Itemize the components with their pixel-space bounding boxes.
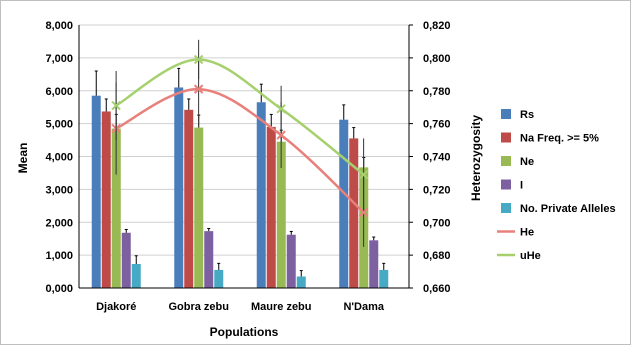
legend-label: He bbox=[520, 227, 534, 239]
legend-swatch bbox=[501, 179, 511, 190]
x-tick-label: N'Dama bbox=[343, 301, 384, 313]
bar bbox=[349, 138, 359, 288]
bar bbox=[266, 126, 276, 288]
y2-tick-label: 0,780 bbox=[423, 86, 451, 98]
axes-layer: 0,000 1,000 2,000 3,000 4,000 5,000 6,000 7,000… bbox=[45, 20, 450, 313]
y2-tick-label: 0,760 bbox=[423, 119, 451, 131]
y-axis-title: Mean bbox=[16, 143, 30, 174]
bar bbox=[131, 264, 141, 288]
legend-swatch bbox=[501, 132, 511, 143]
legend-label: Rs bbox=[520, 109, 534, 121]
bar bbox=[214, 269, 224, 288]
y2-tick-label: 0,820 bbox=[423, 20, 451, 32]
x-axis-title: Populations bbox=[210, 325, 279, 339]
x-tick-label: Maure zebu bbox=[251, 301, 312, 313]
bar bbox=[111, 128, 121, 288]
y2-tick-label: 0,700 bbox=[423, 217, 451, 229]
y-tick-label: 7,000 bbox=[45, 53, 73, 65]
line-marker bbox=[111, 100, 121, 111]
x-tick-label: Djakoré bbox=[96, 301, 136, 313]
bar bbox=[369, 240, 379, 288]
y-tick-label: 5,000 bbox=[45, 119, 73, 131]
bar bbox=[91, 95, 101, 289]
legend-label: I bbox=[520, 180, 523, 192]
y2-axis-title: Heterozygosity bbox=[469, 115, 483, 201]
bar bbox=[101, 111, 111, 289]
line-marker bbox=[193, 54, 204, 65]
line-marker bbox=[276, 104, 286, 114]
legend-swatch bbox=[501, 156, 511, 166]
bar bbox=[121, 232, 131, 288]
legend-swatch bbox=[501, 109, 511, 119]
legend-label: uHe bbox=[520, 250, 541, 262]
legend-swatch bbox=[501, 203, 511, 213]
bar bbox=[286, 234, 296, 288]
line-marker bbox=[358, 207, 369, 218]
bar bbox=[256, 102, 266, 288]
line-marker bbox=[358, 169, 369, 180]
bar bbox=[204, 231, 214, 288]
y2-tick-label: 0,720 bbox=[423, 184, 451, 196]
y-tick-label: 2,000 bbox=[45, 217, 73, 229]
x-tick-label: Gobra zebu bbox=[168, 301, 229, 313]
line-marker bbox=[193, 84, 204, 94]
chart-svg: 0,000 1,000 2,000 3,000 4,000 5,000 6,000 7,000… bbox=[16, 20, 616, 339]
bar bbox=[194, 127, 204, 288]
series-line bbox=[115, 87, 365, 214]
y2-tick-label: 0,740 bbox=[423, 152, 451, 164]
grid-layer bbox=[79, 24, 409, 256]
bar bbox=[276, 141, 286, 288]
y-tick-label: 6,000 bbox=[45, 86, 73, 98]
legend-label: Na Freq. >= 5% bbox=[520, 133, 599, 145]
legend-label: No. Private Alleles bbox=[520, 203, 616, 215]
legend-label: Ne bbox=[520, 156, 534, 168]
y2-tick-label: 0,660 bbox=[423, 283, 451, 295]
y2-tick-label: 0,680 bbox=[423, 250, 451, 262]
bar bbox=[184, 109, 194, 288]
y-tick-label: 4,000 bbox=[45, 152, 73, 164]
legend: Rs Na Freq. >= 5% Ne I No. Private Alleles He… bbox=[497, 109, 616, 262]
bar bbox=[339, 119, 349, 289]
bar bbox=[296, 276, 306, 288]
y2-tick-label: 0,800 bbox=[423, 53, 451, 65]
bar bbox=[174, 87, 184, 289]
series-line bbox=[115, 58, 365, 176]
y-tick-label: 8,000 bbox=[45, 20, 73, 32]
line-marker bbox=[276, 130, 286, 140]
lines-layer bbox=[111, 39, 369, 247]
y-tick-label: 1,000 bbox=[45, 250, 73, 262]
bar bbox=[379, 269, 389, 288]
y-tick-label: 0,000 bbox=[45, 283, 73, 295]
y-tick-label: 3,000 bbox=[45, 184, 73, 196]
